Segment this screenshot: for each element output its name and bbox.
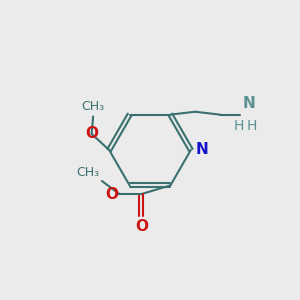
Text: N: N xyxy=(195,142,208,158)
Text: O: O xyxy=(85,127,98,142)
Text: N: N xyxy=(243,96,256,111)
Text: CH₃: CH₃ xyxy=(82,100,105,113)
Text: O: O xyxy=(105,187,118,202)
Text: O: O xyxy=(135,220,148,235)
Text: H: H xyxy=(246,119,257,133)
Text: CH₃: CH₃ xyxy=(76,166,99,179)
Text: H: H xyxy=(234,119,244,133)
